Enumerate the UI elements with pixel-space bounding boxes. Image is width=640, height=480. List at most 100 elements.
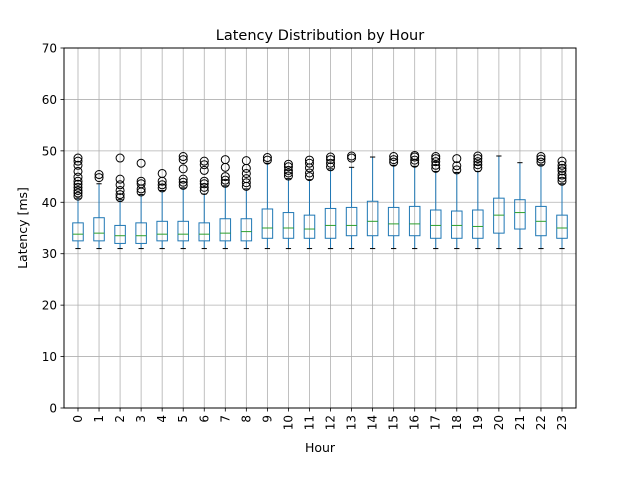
outlier-point xyxy=(73,166,83,176)
box-hour-3 xyxy=(135,158,147,250)
x-tick-label: 21 xyxy=(513,415,527,430)
boxes-layer xyxy=(72,150,568,250)
box-iqr xyxy=(177,220,189,242)
outlier-point xyxy=(73,153,83,163)
outlier-point xyxy=(283,171,293,181)
outlier-point xyxy=(326,162,336,172)
outlier-point xyxy=(452,161,462,171)
x-tick-label: 14 xyxy=(366,415,380,430)
y-tick-label: 10 xyxy=(42,350,57,364)
y-tick-label: 30 xyxy=(42,247,57,261)
box-hour-6 xyxy=(198,156,211,250)
outlier-point xyxy=(178,180,188,190)
x-tick-label: 18 xyxy=(450,415,464,430)
y-tick-label: 20 xyxy=(42,299,57,313)
box-iqr xyxy=(156,220,168,242)
outlier-point xyxy=(262,153,272,163)
outlier-point xyxy=(557,170,567,180)
outlier-point xyxy=(283,162,293,172)
box-hour-2 xyxy=(114,153,126,250)
x-tick-label: 8 xyxy=(239,415,253,423)
outlier-point xyxy=(304,155,314,165)
box-hour-1 xyxy=(93,170,105,250)
box-iqr xyxy=(514,199,526,230)
box-iqr xyxy=(408,205,421,237)
box-hour-21 xyxy=(514,162,526,250)
outlier-point xyxy=(473,154,483,164)
box-hour-8 xyxy=(240,156,253,250)
box-iqr xyxy=(472,209,484,239)
outlier-point xyxy=(115,153,125,163)
x-tick-label: 6 xyxy=(197,415,211,423)
box-iqr xyxy=(261,208,274,239)
outlier-point xyxy=(73,172,83,182)
outlier-point xyxy=(115,180,125,190)
box-hour-15 xyxy=(387,152,400,250)
box-iqr xyxy=(556,214,568,239)
box-hour-4 xyxy=(156,168,168,250)
outlier-point xyxy=(304,158,314,168)
outlier-point xyxy=(94,173,104,183)
box-hour-7 xyxy=(219,155,232,250)
x-tick-label: 22 xyxy=(534,415,548,430)
outlier-point xyxy=(557,173,567,183)
outlier-point xyxy=(262,155,272,165)
outlier-point xyxy=(536,157,546,167)
x-tick-label: 0 xyxy=(71,415,85,423)
box-iqr xyxy=(387,206,400,237)
outlier-point xyxy=(241,178,251,188)
outlier-point xyxy=(73,182,83,192)
outlier-point xyxy=(326,158,336,168)
box-hour-23 xyxy=(556,156,568,250)
x-tick-label: 10 xyxy=(281,415,295,430)
outlier-point xyxy=(283,165,293,175)
box-hour-19 xyxy=(472,151,484,250)
box-iqr xyxy=(219,218,232,242)
outlier-point xyxy=(536,154,546,164)
y-tick-label: 70 xyxy=(42,42,57,56)
x-tick-label: 12 xyxy=(324,415,338,430)
outlier-point xyxy=(326,152,336,162)
outlier-point xyxy=(115,174,125,184)
outlier-point xyxy=(304,172,314,182)
box-iqr xyxy=(93,217,105,242)
outlier-point xyxy=(199,160,209,170)
box-iqr xyxy=(451,210,463,239)
x-tick-label: 1 xyxy=(92,415,106,423)
outlier-point xyxy=(136,179,146,189)
x-tick-label: 15 xyxy=(387,415,401,430)
ticks-layer: 0 1 2 3 4 5 6 7 8 9 10 11 12 13 14 15 16 17 18 19 20 21 22 2301… xyxy=(42,42,569,431)
box-iqr xyxy=(135,222,147,244)
box-iqr xyxy=(493,197,505,234)
outlier-point xyxy=(557,166,567,176)
x-tick-label: 19 xyxy=(471,415,485,430)
box-hour-22 xyxy=(535,152,547,250)
outlier-point xyxy=(94,170,104,180)
outlier-point xyxy=(157,180,167,190)
outlier-point xyxy=(304,168,314,178)
outlier-point xyxy=(283,159,293,169)
outlier-point xyxy=(473,163,483,173)
outlier-point xyxy=(431,157,441,167)
outlier-point xyxy=(452,154,462,164)
box-hour-12 xyxy=(324,152,337,250)
outlier-point xyxy=(157,183,167,193)
outlier-point xyxy=(557,176,567,186)
outlier-point xyxy=(536,152,546,162)
outlier-point xyxy=(473,151,483,161)
outlier-point xyxy=(115,190,125,200)
box-hour-18 xyxy=(451,154,463,250)
outlier-point xyxy=(473,157,483,167)
outlier-point xyxy=(241,168,251,178)
outlier-point xyxy=(557,156,567,166)
box-iqr xyxy=(303,214,316,239)
outlier-point xyxy=(178,155,188,165)
outlier-point xyxy=(431,152,441,162)
x-tick-label: 4 xyxy=(155,415,169,423)
outlier-point xyxy=(410,155,420,165)
outlier-point xyxy=(115,193,125,203)
outlier-point xyxy=(73,179,83,189)
outlier-point xyxy=(473,160,483,170)
box-hour-17 xyxy=(429,152,442,250)
